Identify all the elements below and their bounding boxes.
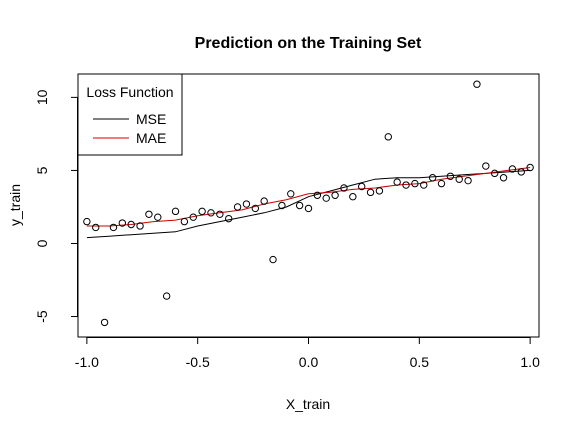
y-tick-label: 0 [34,239,50,247]
data-point [420,181,428,189]
x-axis-label: X_train [286,396,330,412]
data-point [127,220,135,229]
data-point [411,179,419,188]
data-point [473,80,481,88]
data-point [446,172,455,180]
data-point [331,191,339,199]
data-point [145,210,153,218]
data-point [482,162,490,170]
y-tick-label: 5 [34,166,50,174]
data-point [490,169,499,178]
data-point [251,204,260,213]
x-axis: -1.0 -0.5 0.0 0.5 1.0 [75,337,540,370]
data-point [340,184,348,192]
data-point [100,318,109,327]
data-point [393,178,401,186]
chart-title: Prediction on the Training Set [195,35,422,52]
data-point [189,213,197,221]
data-point [349,193,357,201]
data-point [136,222,144,230]
data-point [154,213,162,221]
data-point [216,210,224,218]
data-point [118,219,127,227]
data-point [322,194,330,202]
data-point [278,201,286,210]
data-point [109,223,118,232]
y-axis: -5 0 5 10 [34,89,78,323]
data-point [402,181,410,189]
data-point [366,188,375,197]
data-point [162,292,171,300]
data-point [313,191,322,199]
x-tick-label: 0.5 [410,354,430,370]
data-point [83,217,91,226]
data-point [508,165,517,173]
data-point [242,200,251,208]
data-point [526,163,534,172]
y-axis-label: y_train [7,184,23,226]
y-tick-label: -5 [34,310,50,323]
legend-box [77,73,183,156]
x-tick-label: 0.0 [299,354,319,370]
data-point [384,133,392,141]
data-point [269,255,277,264]
legend-title: Loss Function [86,84,173,100]
y-tick-label: 10 [34,89,50,105]
data-point [437,179,446,188]
data-point [295,201,304,210]
data-point [357,182,366,191]
data-point [428,174,437,182]
data-point [198,207,206,216]
data-point [180,217,189,226]
x-tick-label: 1.0 [520,354,540,370]
data-point [260,197,268,205]
legend-label-mae: MAE [136,130,166,146]
data-point [92,223,100,232]
data-point [207,209,215,217]
legend-label-mse: MSE [136,111,166,127]
data-point [171,207,180,216]
data-point [455,175,463,183]
data-point [464,176,472,185]
data-point [499,174,508,182]
x-tick-label: -1.0 [75,354,99,370]
legend: Loss Function MSE MAE [77,73,183,156]
data-point [225,214,233,223]
data-point [233,203,242,211]
data-point [517,168,525,176]
data-point [375,187,384,195]
data-points [83,80,534,327]
data-point [287,190,295,198]
x-tick-label: -0.5 [186,354,210,370]
data-point [304,204,313,213]
series-line-mse [86,169,531,239]
